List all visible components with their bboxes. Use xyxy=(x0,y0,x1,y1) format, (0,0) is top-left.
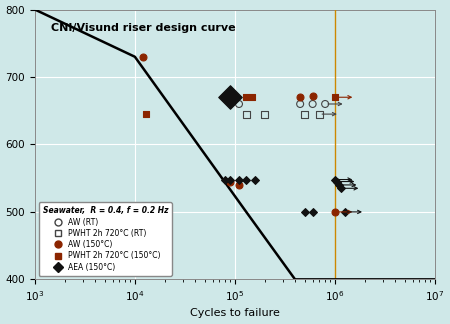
Point xyxy=(235,101,243,107)
Point xyxy=(322,101,329,107)
Point xyxy=(331,209,338,214)
Point xyxy=(301,209,308,214)
Point xyxy=(139,54,146,59)
Point xyxy=(309,209,316,214)
Point xyxy=(252,177,259,182)
Point xyxy=(331,177,338,182)
Point xyxy=(249,95,256,100)
Point xyxy=(227,93,234,98)
Point xyxy=(316,111,323,117)
Point xyxy=(221,177,229,182)
Point xyxy=(143,111,150,117)
Point xyxy=(338,186,345,191)
Point xyxy=(243,95,250,100)
Point xyxy=(235,182,243,188)
Point xyxy=(227,177,234,182)
Point xyxy=(301,111,308,117)
Text: CNI/Visund riser design curve: CNI/Visund riser design curve xyxy=(51,23,235,33)
Point xyxy=(243,111,250,117)
Point xyxy=(341,209,348,214)
Point xyxy=(309,101,316,107)
Point xyxy=(235,177,243,182)
Text: * Crack initiation at surface: * Crack initiation at surface xyxy=(47,267,143,272)
Point xyxy=(309,93,316,98)
Point xyxy=(331,95,338,100)
Point xyxy=(221,95,229,100)
Point xyxy=(261,111,269,117)
Point xyxy=(333,179,341,184)
Point xyxy=(227,95,234,100)
Point xyxy=(335,182,342,188)
Point xyxy=(297,101,304,107)
Point xyxy=(227,179,234,184)
Point xyxy=(243,177,250,182)
Point xyxy=(297,95,304,100)
X-axis label: Cycles to failure: Cycles to failure xyxy=(190,308,280,318)
Point xyxy=(227,95,234,100)
Legend: AW (RT), PWHT 2h 720°C (RT), AW (150°C), PWHT 2h 720°C (150°C), AEA (150°C): AW (RT), PWHT 2h 720°C (RT), AW (150°C),… xyxy=(39,202,172,275)
